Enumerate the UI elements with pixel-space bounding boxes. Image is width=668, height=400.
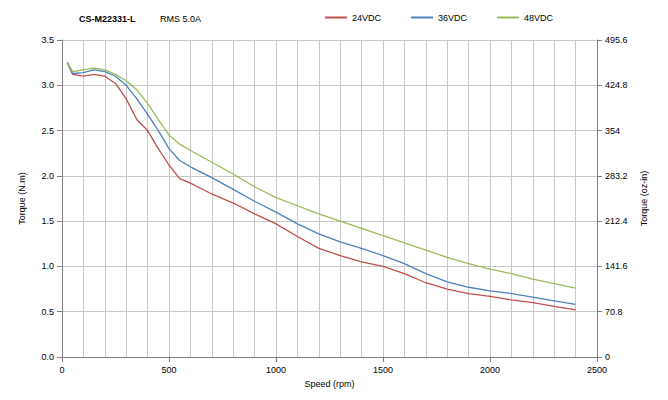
- svg-text:283.2: 283.2: [605, 171, 628, 181]
- svg-text:1000: 1000: [266, 365, 286, 375]
- svg-text:24VDC: 24VDC: [352, 13, 382, 23]
- svg-text:3.5: 3.5: [41, 35, 54, 45]
- svg-text:2000: 2000: [480, 365, 500, 375]
- svg-text:1.0: 1.0: [41, 261, 54, 271]
- svg-text:212.4: 212.4: [605, 216, 628, 226]
- svg-text:48VDC: 48VDC: [524, 13, 554, 23]
- svg-text:36VDC: 36VDC: [438, 13, 468, 23]
- svg-text:1.5: 1.5: [41, 216, 54, 226]
- svg-text:0.0: 0.0: [41, 352, 54, 362]
- svg-text:0.5: 0.5: [41, 307, 54, 317]
- svg-text:141.6: 141.6: [605, 261, 628, 271]
- svg-text:2.0: 2.0: [41, 171, 54, 181]
- svg-text:424.8: 424.8: [605, 80, 628, 90]
- svg-text:2500: 2500: [587, 365, 607, 375]
- svg-text:3.0: 3.0: [41, 80, 54, 90]
- svg-text:0: 0: [59, 365, 64, 375]
- svg-text:0: 0: [605, 352, 610, 362]
- svg-text:Torque (oz-in): Torque (oz-in): [639, 171, 649, 227]
- svg-text:Torque (N.m): Torque (N.m): [17, 172, 27, 225]
- svg-text:2.5: 2.5: [41, 126, 54, 136]
- svg-text:500: 500: [161, 365, 176, 375]
- svg-text:Speed (rpm): Speed (rpm): [304, 379, 354, 389]
- svg-text:70.8: 70.8: [605, 307, 623, 317]
- svg-text:495.6: 495.6: [605, 35, 628, 45]
- svg-text:1500: 1500: [373, 365, 393, 375]
- svg-text:354: 354: [605, 126, 620, 136]
- svg-text:CS-M22331-L: CS-M22331-L: [79, 14, 136, 24]
- svg-text:RMS 5.0A: RMS 5.0A: [160, 14, 201, 24]
